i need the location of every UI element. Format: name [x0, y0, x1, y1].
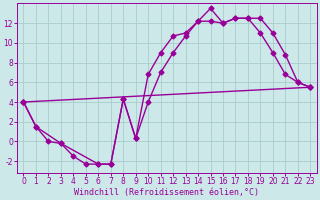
X-axis label: Windchill (Refroidissement éolien,°C): Windchill (Refroidissement éolien,°C): [74, 188, 260, 197]
